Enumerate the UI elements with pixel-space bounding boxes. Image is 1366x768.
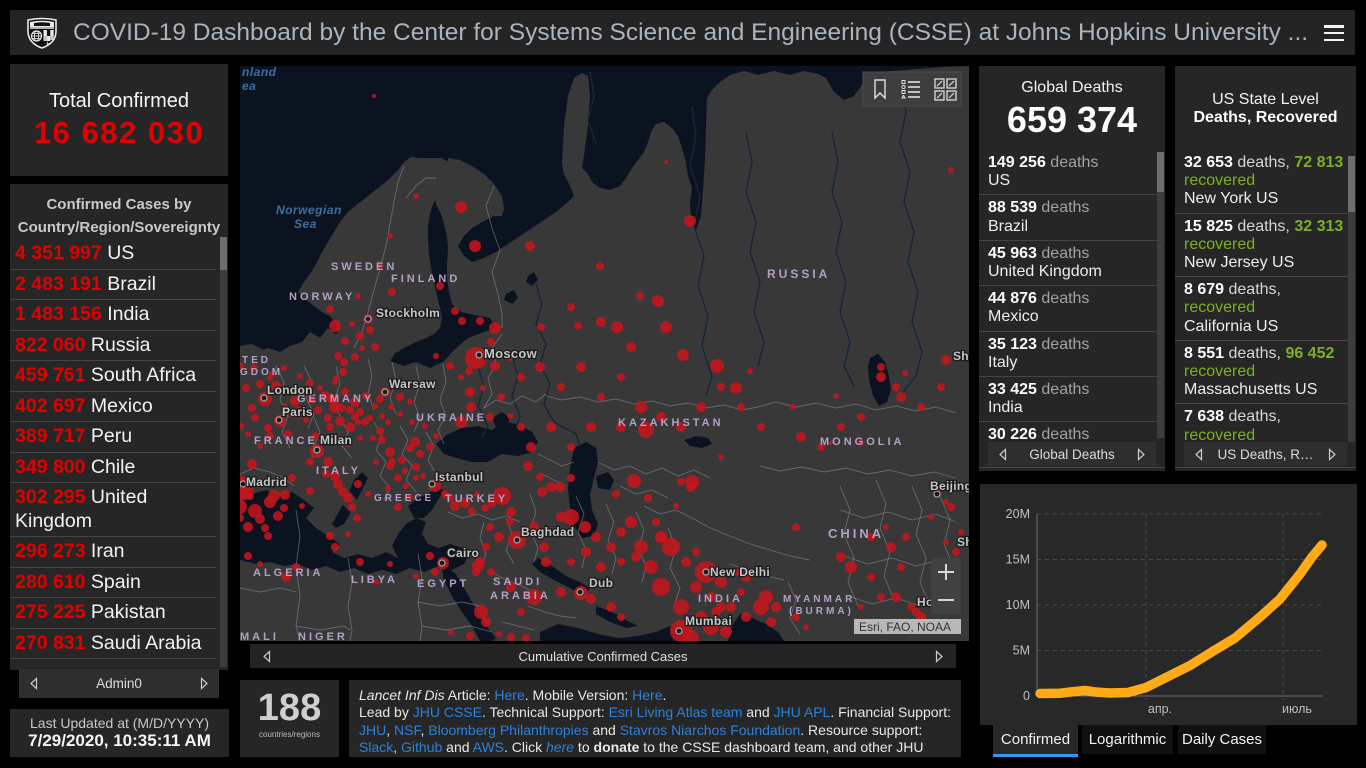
svg-text:NIGER: NIGER: [298, 631, 348, 641]
svg-text:Baghdad: Baghdad: [521, 525, 574, 539]
svg-text:Sea: Sea: [294, 217, 317, 231]
svg-text:15M: 15M: [1006, 553, 1030, 567]
svg-text:UKRAINE: UKRAINE: [416, 412, 487, 424]
svg-text:GDOM: GDOM: [240, 367, 283, 378]
svg-text:CHINA: CHINA: [828, 526, 884, 541]
svg-text:Warsaw: Warsaw: [389, 377, 436, 391]
svg-text:Milan: Milan: [320, 433, 352, 447]
svg-text:Istanbul: Istanbul: [435, 470, 483, 484]
svg-text:SWEDEN: SWEDEN: [331, 261, 397, 273]
svg-text:Stockholm: Stockholm: [376, 306, 440, 320]
svg-text:10M: 10M: [1006, 598, 1030, 612]
svg-text:(BURMA): (BURMA): [789, 606, 854, 617]
svg-text:FRANCE: FRANCE: [254, 435, 318, 447]
svg-text:London: London: [267, 383, 313, 397]
svg-text:KAZAKHSTAN: KAZAKHSTAN: [618, 417, 724, 429]
svg-text:ALGERIA: ALGERIA: [253, 567, 324, 579]
svg-text:LIBYA: LIBYA: [351, 574, 398, 586]
svg-text:Mumbai: Mumbai: [685, 614, 732, 628]
svg-text:Esri, FAO, NOAA: Esri, FAO, NOAA: [859, 620, 951, 634]
svg-text:EGYPT: EGYPT: [417, 578, 469, 590]
svg-text:20M: 20M: [1006, 507, 1030, 521]
svg-text:Cairo: Cairo: [447, 546, 479, 560]
svg-text:Sh: Sh: [957, 535, 969, 549]
svg-text:RUSSIA: RUSSIA: [767, 267, 830, 281]
svg-text:5M: 5M: [1013, 644, 1030, 658]
svg-text:апр.: апр.: [1148, 702, 1172, 716]
svg-text:TED: TED: [242, 355, 271, 366]
svg-text:Dub: Dub: [589, 576, 613, 590]
svg-text:ARABIA: ARABIA: [490, 590, 551, 602]
svg-text:TURKEY: TURKEY: [445, 493, 508, 505]
svg-text:GERMANY: GERMANY: [297, 393, 374, 405]
svg-text:NORWAY: NORWAY: [289, 291, 355, 303]
svg-text:0: 0: [1023, 689, 1030, 703]
svg-text:INDIA: INDIA: [698, 593, 743, 605]
svg-text:GREECE: GREECE: [374, 493, 434, 504]
svg-text:Ho: Ho: [917, 595, 934, 609]
svg-text:nland: nland: [242, 66, 277, 79]
svg-text:Norwegian: Norwegian: [276, 203, 342, 217]
svg-text:MONGOLIA: MONGOLIA: [820, 436, 905, 448]
svg-text:FINLAND: FINLAND: [391, 273, 460, 285]
svg-text:Beijing: Beijing: [930, 479, 969, 493]
svg-text:MYANMAR: MYANMAR: [783, 594, 855, 605]
svg-text:ea: ea: [242, 79, 256, 93]
svg-text:SAUDI: SAUDI: [493, 576, 542, 588]
svg-text:июль: июль: [1282, 702, 1312, 716]
svg-text:ITALY: ITALY: [316, 465, 361, 477]
svg-text:Madrid: Madrid: [246, 475, 287, 489]
svg-text:Sh: Sh: [953, 349, 969, 363]
svg-text:Moscow: Moscow: [484, 346, 538, 361]
svg-text:New Delhi: New Delhi: [710, 565, 770, 579]
svg-text:Paris: Paris: [282, 405, 313, 419]
svg-text:MALI: MALI: [240, 631, 279, 641]
